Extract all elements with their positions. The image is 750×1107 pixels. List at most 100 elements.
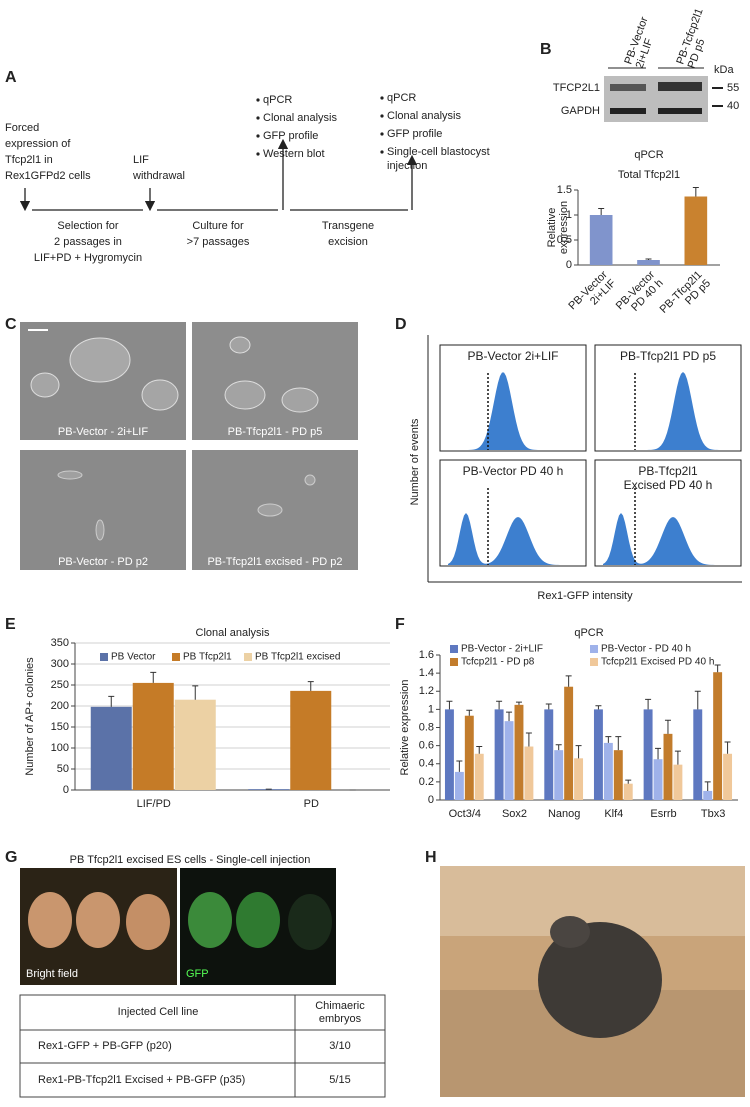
bullet <box>256 116 260 120</box>
table-header-line: Chimaeric <box>315 1000 365 1012</box>
step-text: Transgene excision <box>322 220 374 248</box>
x-tick-label: LIF/PD <box>137 798 171 810</box>
step-text-line: >7 passages <box>187 236 250 248</box>
error-bar <box>476 746 483 754</box>
bar <box>544 709 554 800</box>
table-frame <box>19 994 386 1098</box>
step-text-line: Rex1GFPd2 cells <box>5 170 91 182</box>
marker-label: 55 <box>727 82 739 94</box>
bar <box>554 750 564 800</box>
readout-text: qPCR <box>387 92 416 104</box>
histogram <box>448 372 576 450</box>
x-tick-label: Oct3/4 <box>449 808 481 820</box>
plot-label: PB-Tfcp2l1 Excised PD 40 h <box>624 464 713 492</box>
step-text-line: excision <box>328 236 368 248</box>
bar <box>494 709 504 800</box>
readout-text-line: injection <box>387 160 427 172</box>
error-bar <box>605 736 612 743</box>
panel-letter: C <box>5 316 17 333</box>
table-header: Chimaeric embryos <box>315 1000 365 1025</box>
bar <box>673 764 683 800</box>
error-bar <box>704 781 711 791</box>
panel-letter: G <box>5 849 17 866</box>
bullet <box>380 150 384 154</box>
chart-subtitle: Total Tfcp2l1 <box>618 169 680 181</box>
y-axis-label-line: expression <box>558 201 570 254</box>
bar <box>90 706 132 790</box>
micrograph-label: PB-Tfcp2l1 excised - PD p2 <box>207 556 342 568</box>
legend-label: Tcfcp2l1 - PD p8 <box>461 657 535 668</box>
error-bar <box>525 732 532 747</box>
error-bar <box>645 258 652 260</box>
bar <box>514 704 524 800</box>
x-tick-label: Sox2 <box>502 808 527 820</box>
readout-text: Western blot <box>263 148 325 160</box>
error-bar <box>456 760 463 772</box>
lane-label: PB-Tcfcp2l1PD p5 <box>674 7 717 70</box>
panel-a-arrows <box>19 138 418 212</box>
panel-letter: F <box>395 616 405 633</box>
readout-text: Clonal analysis <box>263 112 337 124</box>
y-tick-label: 0 <box>428 794 434 806</box>
bullet <box>380 132 384 136</box>
error-bar <box>615 736 622 751</box>
micrograph-label: PB-Vector - PD p2 <box>58 556 148 568</box>
panel-letter: B <box>540 41 552 58</box>
histogram <box>603 372 731 450</box>
plot-label: PB-Vector 2i+LIF <box>467 349 558 363</box>
step-text-line: LIF <box>133 154 149 166</box>
error-bar <box>496 700 503 710</box>
legend-label: PB Vector <box>111 652 156 663</box>
legend-label: PB Tfcp2l1 <box>183 652 232 663</box>
y-tick-label: 100 <box>51 742 69 754</box>
bar <box>454 771 464 800</box>
error-bar <box>515 701 522 705</box>
readout-text-line: Single-cell blastocyst <box>387 146 490 158</box>
bullet <box>380 96 384 100</box>
micrographs <box>20 322 358 570</box>
bar <box>613 750 623 800</box>
error-bar <box>150 671 157 683</box>
legend-swatch <box>172 653 180 661</box>
readout-text: Clonal analysis <box>387 110 461 122</box>
blot-row-label: GAPDH <box>561 105 600 117</box>
legend-swatch <box>244 653 252 661</box>
legend-label: Tcfcp2l1 Excised PD 40 h <box>601 657 714 668</box>
step-text: Selection for 2 passages in LIF+PD + Hygro… <box>34 220 142 264</box>
legend-swatch <box>590 658 598 666</box>
error-bar <box>724 741 731 754</box>
step-text: Culture for >7 passages <box>187 220 250 248</box>
bar <box>574 758 584 800</box>
bullet <box>256 134 260 138</box>
readout-text: GFP profile <box>387 128 442 140</box>
bullet <box>256 152 260 156</box>
error-bar <box>192 685 199 700</box>
mouse-photo <box>440 866 745 1097</box>
error-bar <box>598 208 605 215</box>
histogram <box>603 512 731 565</box>
plot-label: PB-Vector PD 40 h <box>463 464 564 478</box>
y-tick-label: 0 <box>63 784 69 796</box>
bar <box>663 733 673 800</box>
table-cell: Rex1-PB-Tfcp2l1 Excised + PB-GFP (p35) <box>38 1074 245 1086</box>
y-axis-label: Number of AP+ colonies <box>24 657 36 776</box>
micrograph-label: PB-Tfcp2l1 - PD p5 <box>228 426 323 438</box>
bar <box>564 686 574 800</box>
step-text: LIF withdrawal <box>132 154 185 182</box>
bar <box>703 790 713 800</box>
step-text-line: Tfcp2l1 in <box>5 154 53 166</box>
x-tick-label: Klf4 <box>604 808 623 820</box>
y-tick-label: 1.5 <box>557 184 572 196</box>
y-tick-label: 300 <box>51 658 69 670</box>
legend-label: PB Tfcp2l1 excised <box>255 652 340 663</box>
y-tick-label: 0.6 <box>419 740 434 752</box>
readout-text: qPCR <box>263 94 292 106</box>
legend-label: PB-Vector - PD 40 h <box>601 644 691 655</box>
table-cell: 5/15 <box>329 1074 350 1086</box>
error-bar <box>694 690 701 710</box>
error-bar <box>466 709 473 716</box>
x-tick-label: Nanog <box>548 808 580 820</box>
histogram <box>448 512 576 565</box>
table-header: Injected Cell line <box>118 1006 199 1018</box>
step-text-line: Culture for <box>192 220 244 232</box>
